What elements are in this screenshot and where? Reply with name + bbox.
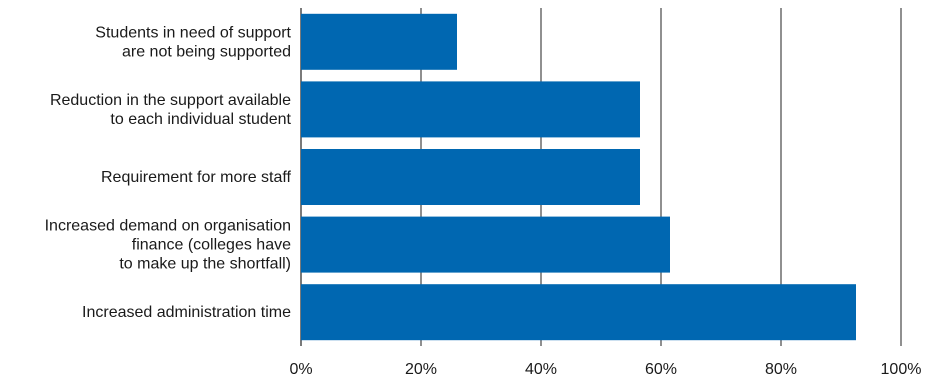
category-label-line: to each individual student — [110, 111, 291, 128]
bar — [301, 149, 640, 205]
category-label-line: are not being supported — [122, 43, 291, 60]
category-label: Increased administration time — [82, 304, 291, 321]
bar — [301, 13, 457, 70]
category-label-line: Students in need of support — [95, 24, 291, 41]
bar — [301, 284, 856, 341]
bar — [301, 81, 640, 138]
x-tick-label: 60% — [645, 361, 677, 378]
category-label: Increased demand on organisation finance … — [45, 218, 291, 273]
bar — [301, 216, 670, 273]
category-label-line: Requirement for more staff — [101, 169, 292, 186]
category-label-line: Increased demand on organisation — [45, 218, 291, 235]
category-label: Students in need of support are not being… — [95, 24, 291, 60]
x-tick-labels: 0% 20% 40% 60% 80% 100% — [289, 361, 921, 378]
x-tick-label: 20% — [405, 361, 437, 378]
category-labels: Students in need of support are not being… — [45, 24, 292, 321]
x-tick-label: 80% — [765, 361, 797, 378]
x-tick-label: 0% — [289, 361, 312, 378]
x-tick-label: 100% — [881, 361, 922, 378]
category-label: Reduction in the support available to eac… — [50, 92, 292, 128]
bars — [301, 13, 856, 341]
category-label: Requirement for more staff — [101, 169, 292, 186]
category-label-line: to make up the shortfall) — [119, 256, 291, 273]
x-tick-label: 40% — [525, 361, 557, 378]
category-label-line: finance (colleges have — [132, 237, 291, 254]
category-label-line: Increased administration time — [82, 304, 291, 321]
category-label-line: Reduction in the support available — [50, 92, 291, 109]
